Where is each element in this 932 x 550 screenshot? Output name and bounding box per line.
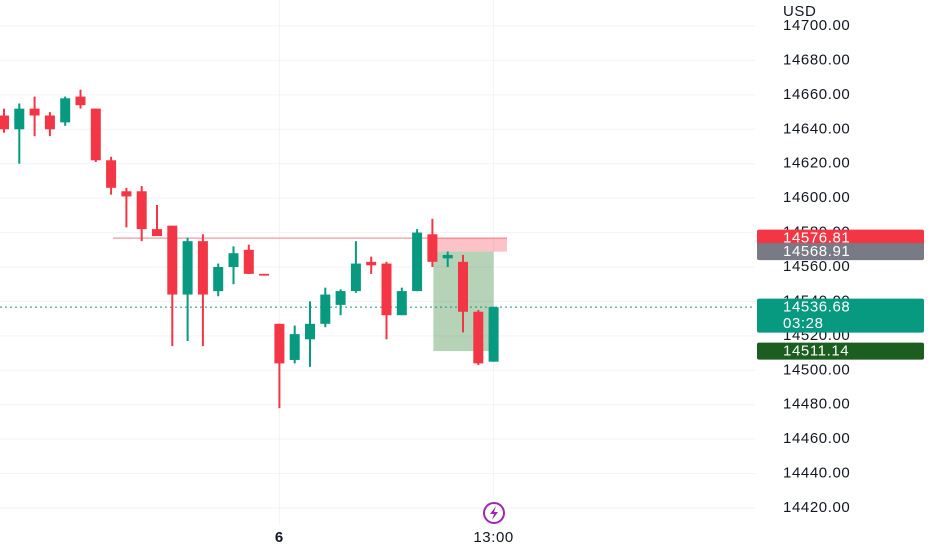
candle-body	[228, 253, 239, 267]
candle-body	[289, 334, 300, 360]
y-tick-label: 14440.00	[783, 465, 850, 482]
candle-body	[75, 96, 86, 106]
candle-body	[442, 254, 453, 259]
price-label-bg	[757, 243, 924, 261]
candle-body	[335, 291, 346, 305]
candle-body	[29, 108, 40, 116]
candle-body	[488, 307, 499, 362]
price-label-bg	[757, 342, 924, 360]
y-tick-label: 14480.00	[783, 396, 850, 413]
candle-body	[152, 229, 162, 237]
candle-body	[44, 115, 55, 130]
price-label: 14536.68	[783, 299, 850, 316]
x-tick-label: 13:00	[473, 529, 514, 546]
y-tick-label: 14680.00	[783, 51, 850, 68]
currency-label: USD	[783, 3, 816, 20]
candle-body	[274, 323, 285, 364]
price-label: 14576.81	[783, 230, 850, 247]
candle-body	[412, 232, 423, 292]
candle-body	[350, 263, 361, 292]
candle-body	[213, 267, 224, 292]
y-tick-label: 14700.00	[783, 17, 850, 34]
candle-body	[320, 294, 331, 324]
candle-body	[14, 108, 25, 130]
y-tick-label: 14660.00	[783, 86, 850, 103]
candle-body	[197, 241, 208, 295]
candle-body	[0, 115, 9, 130]
y-tick-label: 14620.00	[783, 155, 850, 172]
alert-icon[interactable]	[483, 502, 505, 524]
candle-body	[396, 291, 407, 316]
candle-body	[381, 263, 392, 316]
price-label: 14568.91	[783, 243, 850, 260]
plot: 14420.00 14440.00 14460.00 14480.00 14500.00…	[0, 0, 850, 546]
candle-body	[366, 261, 377, 266]
y-tick-label: 14500.00	[783, 361, 850, 378]
candle-body	[121, 191, 132, 197]
y-tick-label: 14420.00	[783, 499, 850, 516]
candle-body	[182, 241, 193, 295]
candle-body	[60, 98, 71, 123]
candle-body	[167, 225, 178, 295]
y-tick-label: 14640.00	[783, 120, 850, 137]
candle-body	[243, 249, 254, 274]
y-tick-label: 14560.00	[783, 258, 850, 275]
price-label-bg	[757, 229, 924, 247]
candle-body	[259, 273, 270, 276]
candle-body	[136, 191, 147, 230]
candle-body	[90, 108, 101, 161]
y-tick-label: 14600.00	[783, 189, 850, 206]
candle-body	[427, 234, 438, 262]
price-label-bg	[757, 298, 924, 333]
candle-body	[473, 311, 484, 364]
y-tick-label: 14460.00	[783, 430, 850, 447]
price-label: 14511.14	[783, 343, 849, 360]
candle-body	[458, 261, 468, 312]
stop-zone	[433, 238, 507, 252]
candle-body	[106, 160, 117, 188]
countdown-label: 03:28	[783, 315, 824, 332]
candle-body	[305, 323, 315, 340]
x-tick-label: 6	[275, 529, 284, 546]
